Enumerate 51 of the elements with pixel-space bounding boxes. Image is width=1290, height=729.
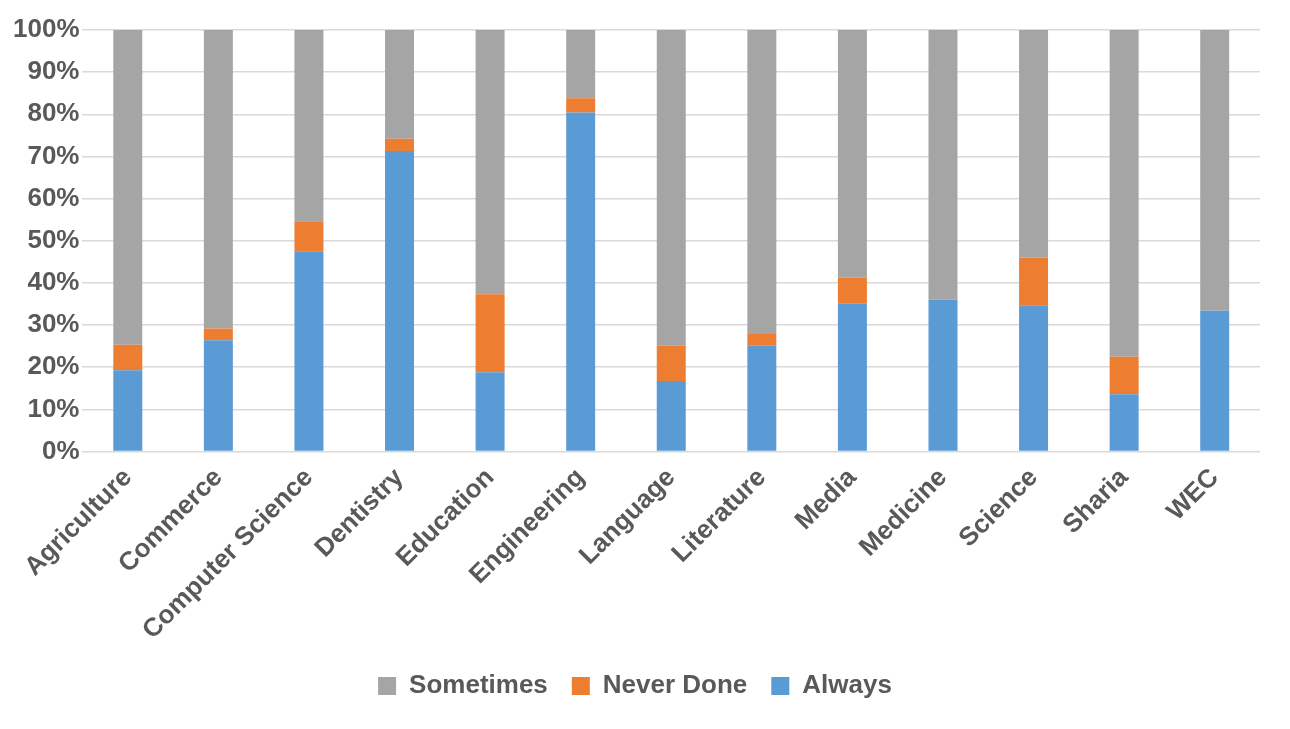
bar [1109, 356, 1139, 395]
bar [203, 340, 233, 451]
y-tick-label: 80% [27, 97, 80, 128]
bar [656, 345, 686, 382]
bar [566, 30, 596, 99]
bar [1200, 30, 1230, 311]
bar [566, 98, 596, 113]
bar [113, 344, 143, 371]
bar [1200, 310, 1230, 451]
y-tick-label: 100% [13, 13, 80, 44]
bar [385, 138, 415, 151]
bar [203, 30, 233, 329]
bar [837, 277, 867, 304]
y-tick-label: 40% [27, 266, 80, 297]
bar [1019, 305, 1049, 451]
legend-label: Never Done [602, 669, 748, 700]
bar [294, 251, 324, 451]
legend-label: Always [802, 669, 892, 700]
y-tick-label: 50% [27, 223, 80, 254]
legend-label: Sometimes [409, 669, 548, 700]
bar [475, 372, 505, 451]
y-tick-label: 10% [27, 392, 80, 423]
bar [1019, 30, 1049, 258]
bar [203, 328, 233, 341]
y-tick-label: 70% [27, 139, 80, 170]
bar [566, 112, 596, 451]
bar [385, 150, 415, 451]
y-tick-label: 0% [41, 434, 80, 465]
bar [837, 30, 867, 278]
bar [656, 30, 686, 346]
bar [837, 303, 867, 451]
bar [475, 30, 505, 295]
y-tick-label: 60% [27, 181, 80, 212]
bar [113, 30, 143, 345]
bar [1109, 394, 1139, 451]
y-tick-label: 90% [27, 55, 80, 86]
bar [385, 30, 415, 139]
bar [1109, 30, 1139, 357]
bar [294, 30, 324, 222]
y-tick-label: 30% [27, 308, 80, 339]
y-tick-label: 20% [27, 350, 80, 381]
bar [1019, 257, 1049, 306]
bar [928, 299, 958, 451]
bar [747, 345, 777, 451]
bar [656, 381, 686, 451]
bar [113, 370, 143, 451]
bar [747, 30, 777, 334]
bar [294, 221, 324, 252]
bar [928, 30, 958, 300]
bar [475, 294, 505, 373]
bar [747, 333, 777, 346]
